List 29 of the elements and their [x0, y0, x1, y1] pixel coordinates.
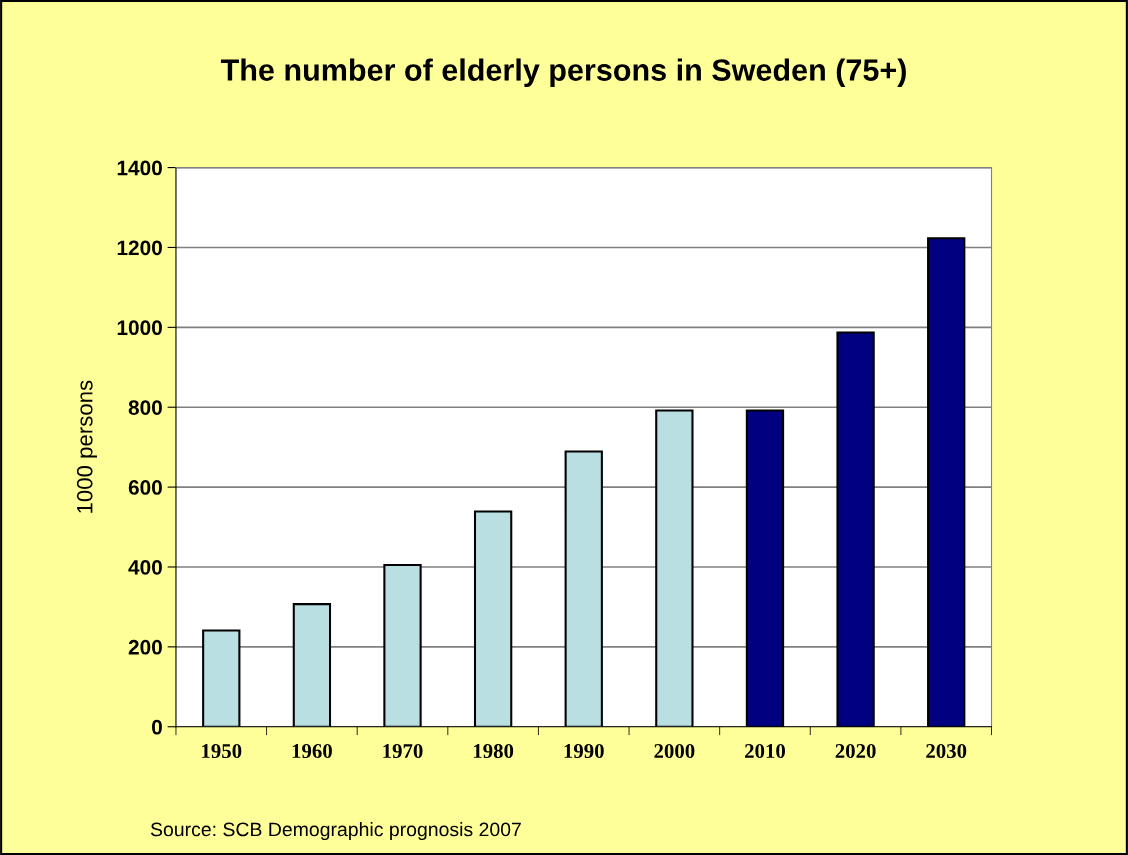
bar — [745, 409, 785, 727]
bar — [927, 237, 966, 727]
x-tick-label: 2020 — [835, 744, 876, 759]
x-tick-label: 1990 — [564, 744, 604, 759]
bar — [383, 563, 422, 727]
y-tick-label: 1400 — [117, 160, 162, 176]
bar — [564, 450, 603, 727]
y-tick-label: 800 — [128, 400, 162, 415]
y-tick-label: 1200 — [117, 240, 162, 256]
x-tick-label: 1970 — [383, 744, 423, 759]
y-axis-title: 1000 persons — [76, 380, 97, 513]
x-tick-label: 2000 — [654, 744, 695, 759]
x-tick-label: 2030 — [926, 744, 967, 759]
chart-title: The number of elderly persons in Sweden (75+) — [220, 58, 906, 87]
y-tick-label: 1000 — [117, 320, 162, 336]
x-tick-label: 1960 — [292, 744, 332, 759]
bar — [836, 331, 875, 727]
x-tick-label: 2010 — [745, 744, 786, 759]
bar — [292, 603, 332, 727]
y-tick-label: 600 — [128, 480, 162, 495]
bar — [202, 629, 241, 727]
source-note: Source: SCB Demographic prognosis 2007 — [150, 822, 521, 841]
y-tick-label: 400 — [128, 559, 162, 575]
y-tick-label: 200 — [128, 639, 162, 655]
y-tick-label: 0 — [152, 719, 162, 735]
bar — [473, 510, 513, 727]
bar — [655, 409, 694, 727]
x-tick-label: 1980 — [473, 744, 514, 759]
x-tick-label: 1950 — [202, 744, 242, 759]
